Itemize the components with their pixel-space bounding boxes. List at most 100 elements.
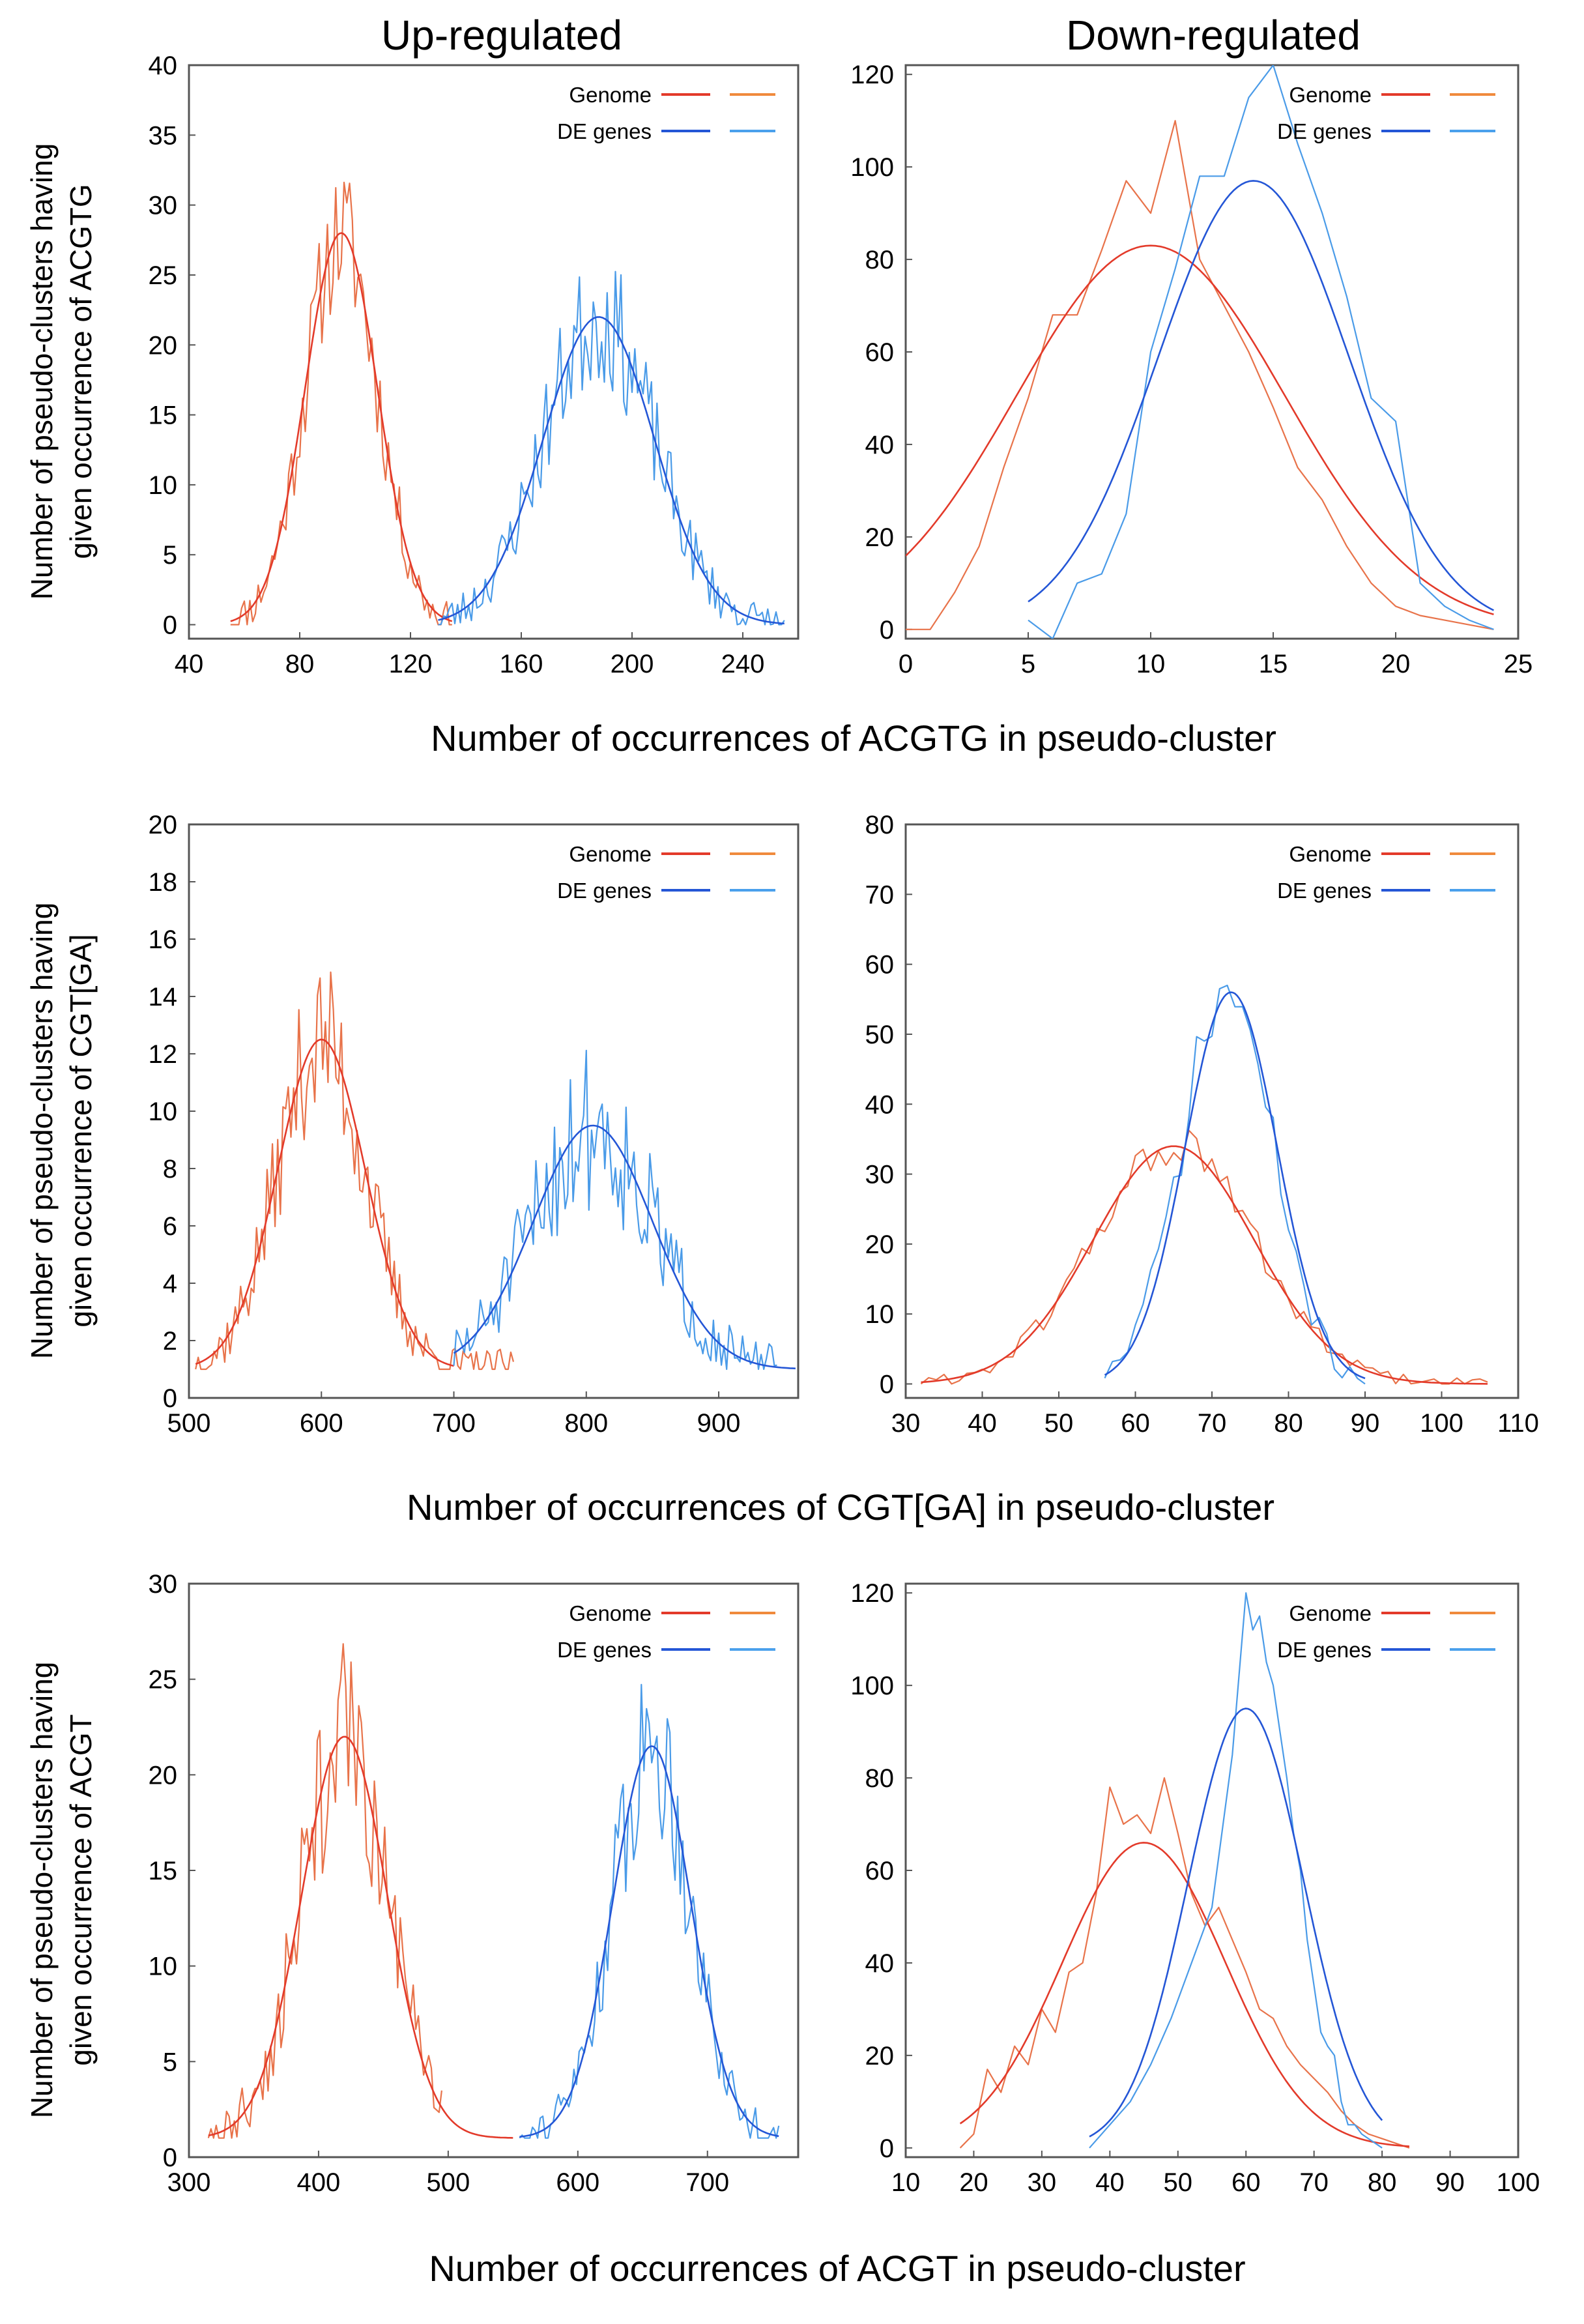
plot-area (188, 1582, 799, 2158)
y-tick-label: 4 (163, 1270, 177, 1298)
y-tick-label: 60 (865, 951, 895, 980)
x-tick-label: 900 (697, 1409, 741, 1438)
y-axis-label-line-2: given occurrence of CGT[GA] (64, 934, 98, 1327)
y-tick-label: 40 (865, 1949, 895, 1978)
de-genes-fit-line (438, 316, 785, 625)
x-tick-label: 160 (500, 650, 543, 678)
chart-panel-r1-c2: 0 5 10 15 20 25 0 20 40 60 80 100 120 Genome DE genes (850, 61, 1533, 678)
x-tick-label: 60 (1121, 1409, 1150, 1438)
x-tick-label: 600 (300, 1409, 343, 1438)
y-tick-label: 5 (163, 2048, 177, 2076)
legend-label-de-genes: DE genes (557, 1638, 652, 1662)
x-tick-label: 700 (685, 2168, 729, 2197)
y-tick-label: 25 (149, 261, 178, 290)
chart-panel-r3-c1: 300 400 500 600 700 0 5 10 15 20 25 30 Number of pse… (25, 1570, 799, 2197)
y-tick-label: 20 (149, 811, 178, 839)
x-tick-label: 80 (1274, 1409, 1303, 1438)
genome-data-line (959, 1777, 1410, 2149)
y-tick-label: 2 (163, 1327, 177, 1356)
de-genes-fit-line (1089, 1707, 1383, 2138)
de-genes-data-line (1028, 65, 1494, 639)
chart-panel-r3-c2: 10 20 30 40 50 60 70 80 90 100 0 20 40 60 80 100 120 Geno… (850, 1579, 1540, 2197)
x-tick-label: 70 (1198, 1409, 1227, 1438)
row2-x-axis-label: Number of occurrences of CGT[GA] in pseu… (407, 1487, 1274, 1528)
de-genes-fit-line (519, 1745, 779, 2138)
x-tick-label: 110 (1497, 1409, 1539, 1438)
de-genes-data-line (519, 1683, 780, 2139)
legend-label-genome: Genome (569, 1601, 652, 1625)
x-tick-label: 40 (1095, 2168, 1125, 2197)
plot-area (904, 1582, 1519, 2158)
y-tick-label: 100 (850, 153, 894, 182)
genome-fit-line (195, 1038, 454, 1367)
x-tick-label: 80 (1368, 2168, 1397, 2197)
x-tick-label: 90 (1351, 1409, 1380, 1438)
plot-area (188, 823, 799, 1399)
y-tick-label: 20 (865, 523, 895, 552)
de-genes-fit-line (1104, 991, 1366, 1380)
y-tick-label: 100 (850, 1672, 894, 1700)
y-axis-label-line-2: given occurrence of ACGTG (64, 184, 98, 559)
series-group (195, 971, 796, 1371)
y-tick-label: 20 (865, 2042, 895, 2070)
x-tick-label: 500 (167, 1409, 211, 1438)
legend-label-de-genes: DE genes (557, 119, 652, 143)
x-tick-label: 100 (1420, 1409, 1463, 1438)
y-tick-label: 18 (149, 868, 178, 897)
column-title-up-regulated: Up-regulated (381, 12, 622, 59)
y-tick-label: 15 (149, 401, 178, 430)
x-tick-label: 40 (175, 650, 204, 678)
series-group (230, 181, 785, 626)
y-tick-label: 120 (850, 1579, 894, 1608)
x-tick-label: 240 (721, 650, 765, 678)
x-tick-label: 300 (167, 2168, 211, 2197)
y-axis-label-line-2: given occurrence of ACGT (64, 1714, 98, 2065)
y-tick-label: 10 (149, 1097, 178, 1126)
column-title-down-regulated: Down-regulated (1066, 12, 1361, 59)
y-tick-label: 120 (850, 61, 894, 89)
y-tick-label: 50 (865, 1021, 895, 1049)
legend-label-de-genes: DE genes (1277, 1638, 1372, 1662)
y-tick-label: 20 (865, 1230, 895, 1259)
y-tick-label: 0 (880, 1371, 894, 1399)
x-tick-label: 25 (1504, 650, 1533, 678)
x-tick-label: 50 (1044, 1409, 1074, 1438)
x-tick-label: 800 (564, 1409, 608, 1438)
y-tick-label: 80 (865, 1764, 895, 1793)
x-tick-label: 100 (1497, 2168, 1540, 2197)
de-genes-data-line (453, 1049, 777, 1371)
chart-panel-r2-c1: 500 600 700 800 900 0 2 4 6 8 10 12 14 16 18 20 Number o… (25, 811, 799, 1438)
x-tick-label: 20 (1381, 650, 1411, 678)
genome-data-line (230, 181, 452, 626)
genome-data-line (906, 120, 1494, 630)
x-tick-label: 500 (426, 2168, 470, 2197)
de-genes-fit-line (453, 1124, 796, 1370)
y-tick-label: 0 (163, 1384, 177, 1413)
y-tick-label: 15 (149, 1857, 178, 1885)
y-tick-label: 0 (880, 616, 894, 645)
x-tick-label: 400 (297, 2168, 341, 2197)
y-tick-label: 0 (163, 2143, 177, 2172)
genome-fit-line (230, 232, 453, 622)
y-axis-label-line-1: Number of pseudo-clusters having (25, 143, 59, 600)
genome-data-line (207, 1643, 442, 2139)
x-tick-label: 40 (968, 1409, 997, 1438)
x-tick-label: 0 (899, 650, 913, 678)
genome-fit-line (208, 1736, 513, 2139)
x-tick-label: 5 (1021, 650, 1035, 678)
legend-label-genome: Genome (569, 842, 652, 866)
y-tick-label: 20 (149, 1761, 178, 1790)
y-tick-label: 16 (149, 925, 178, 954)
legend-label-genome: Genome (1289, 1601, 1372, 1625)
x-tick-label: 15 (1259, 650, 1288, 678)
y-axis-label-line-1: Number of pseudo-clusters having (25, 903, 59, 1359)
x-tick-label: 700 (432, 1409, 476, 1438)
genome-fit-line (906, 244, 1494, 615)
y-tick-label: 20 (149, 331, 178, 360)
x-tick-label: 20 (959, 2168, 988, 2197)
y-tick-label: 10 (149, 1953, 178, 1981)
plot-area (188, 64, 799, 640)
x-tick-label: 10 (891, 2168, 921, 2197)
